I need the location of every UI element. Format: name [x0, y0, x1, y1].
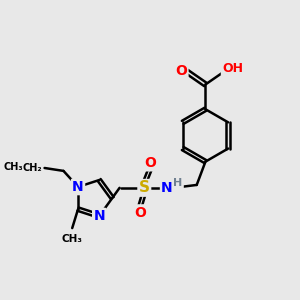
Text: N: N: [93, 209, 105, 223]
Text: O: O: [134, 206, 146, 220]
Text: CH₃: CH₃: [4, 161, 24, 172]
Text: O: O: [175, 64, 187, 78]
Text: S: S: [139, 180, 150, 195]
Text: N: N: [72, 180, 84, 194]
Text: CH₃: CH₃: [62, 235, 83, 244]
Text: N: N: [161, 181, 173, 195]
Text: H: H: [173, 178, 183, 188]
Text: CH₂: CH₂: [22, 163, 42, 173]
Text: O: O: [144, 156, 156, 170]
Text: OH: OH: [222, 62, 243, 75]
